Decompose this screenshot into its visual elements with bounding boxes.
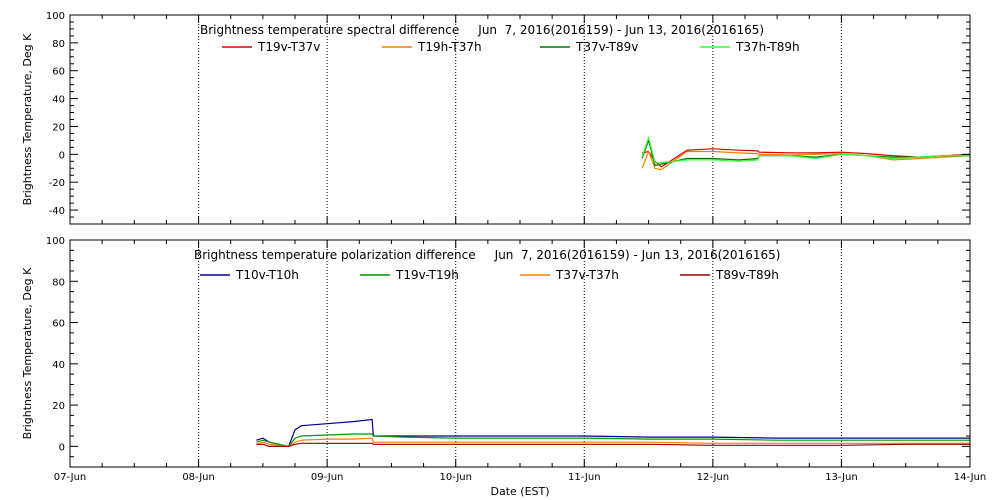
plot-frame (69, 14, 971, 225)
plot-frame (69, 239, 971, 468)
y-tick-label: 100 (46, 11, 65, 22)
y-tick-label: 60 (52, 319, 65, 330)
series-line-t37h-t89h (641, 135, 970, 164)
legend-label: T37v-T37h (555, 268, 619, 282)
legend-label: T19v-T37v (257, 40, 320, 54)
y-axis-label: Brightness Temperature, Deg K (21, 267, 34, 439)
x-tick-label: 14-Jun (954, 472, 987, 483)
chart-title: Brightness temperature spectral differen… (200, 23, 764, 37)
chart-panel-1 (69, 14, 971, 225)
x-tick-label: 10-Jun (439, 472, 472, 483)
legend-label: T19h-T37h (417, 40, 482, 54)
chart-title: Brightness temperature polarization diff… (194, 248, 780, 262)
y-axis-label: Brightness Temperature, Deg K (21, 33, 34, 205)
y-tick-label: 20 (52, 401, 65, 412)
legend-label: T10v-T10h (235, 268, 299, 282)
x-tick-label: 11-Jun (568, 472, 601, 483)
y-tick-label: 40 (52, 95, 65, 106)
legend-label: T89v-T89h (715, 268, 779, 282)
x-axis-label: Date (EST) (490, 485, 549, 498)
y-tick-label: 80 (52, 277, 65, 288)
series-line-t19h-t37h (641, 149, 970, 171)
y-tick-label: -20 (49, 178, 65, 189)
x-tick-label: 13-Jun (825, 472, 858, 483)
x-tick-label: 09-Jun (311, 472, 344, 483)
y-tick-label: 0 (59, 442, 65, 453)
y-tick-label: 40 (52, 360, 65, 371)
y-tick-label: 60 (52, 67, 65, 78)
x-tick-label: 07-Jun (54, 472, 87, 483)
y-tick-label: 80 (52, 39, 65, 50)
y-tick-label: -40 (49, 206, 65, 217)
x-tick-label: 12-Jun (697, 472, 730, 483)
legend-label: T37v-T89v (575, 40, 638, 54)
x-tick-label: 08-Jun (182, 472, 215, 483)
series-line-t89v-t89h (256, 442, 970, 447)
y-tick-label: 20 (52, 122, 65, 133)
y-tick-label: 100 (46, 236, 65, 247)
legend-label: T19v-T19h (395, 268, 459, 282)
y-tick-label: 0 (59, 150, 65, 161)
chart-panel-2 (69, 239, 971, 468)
legend-label: T37h-T89h (735, 40, 800, 54)
